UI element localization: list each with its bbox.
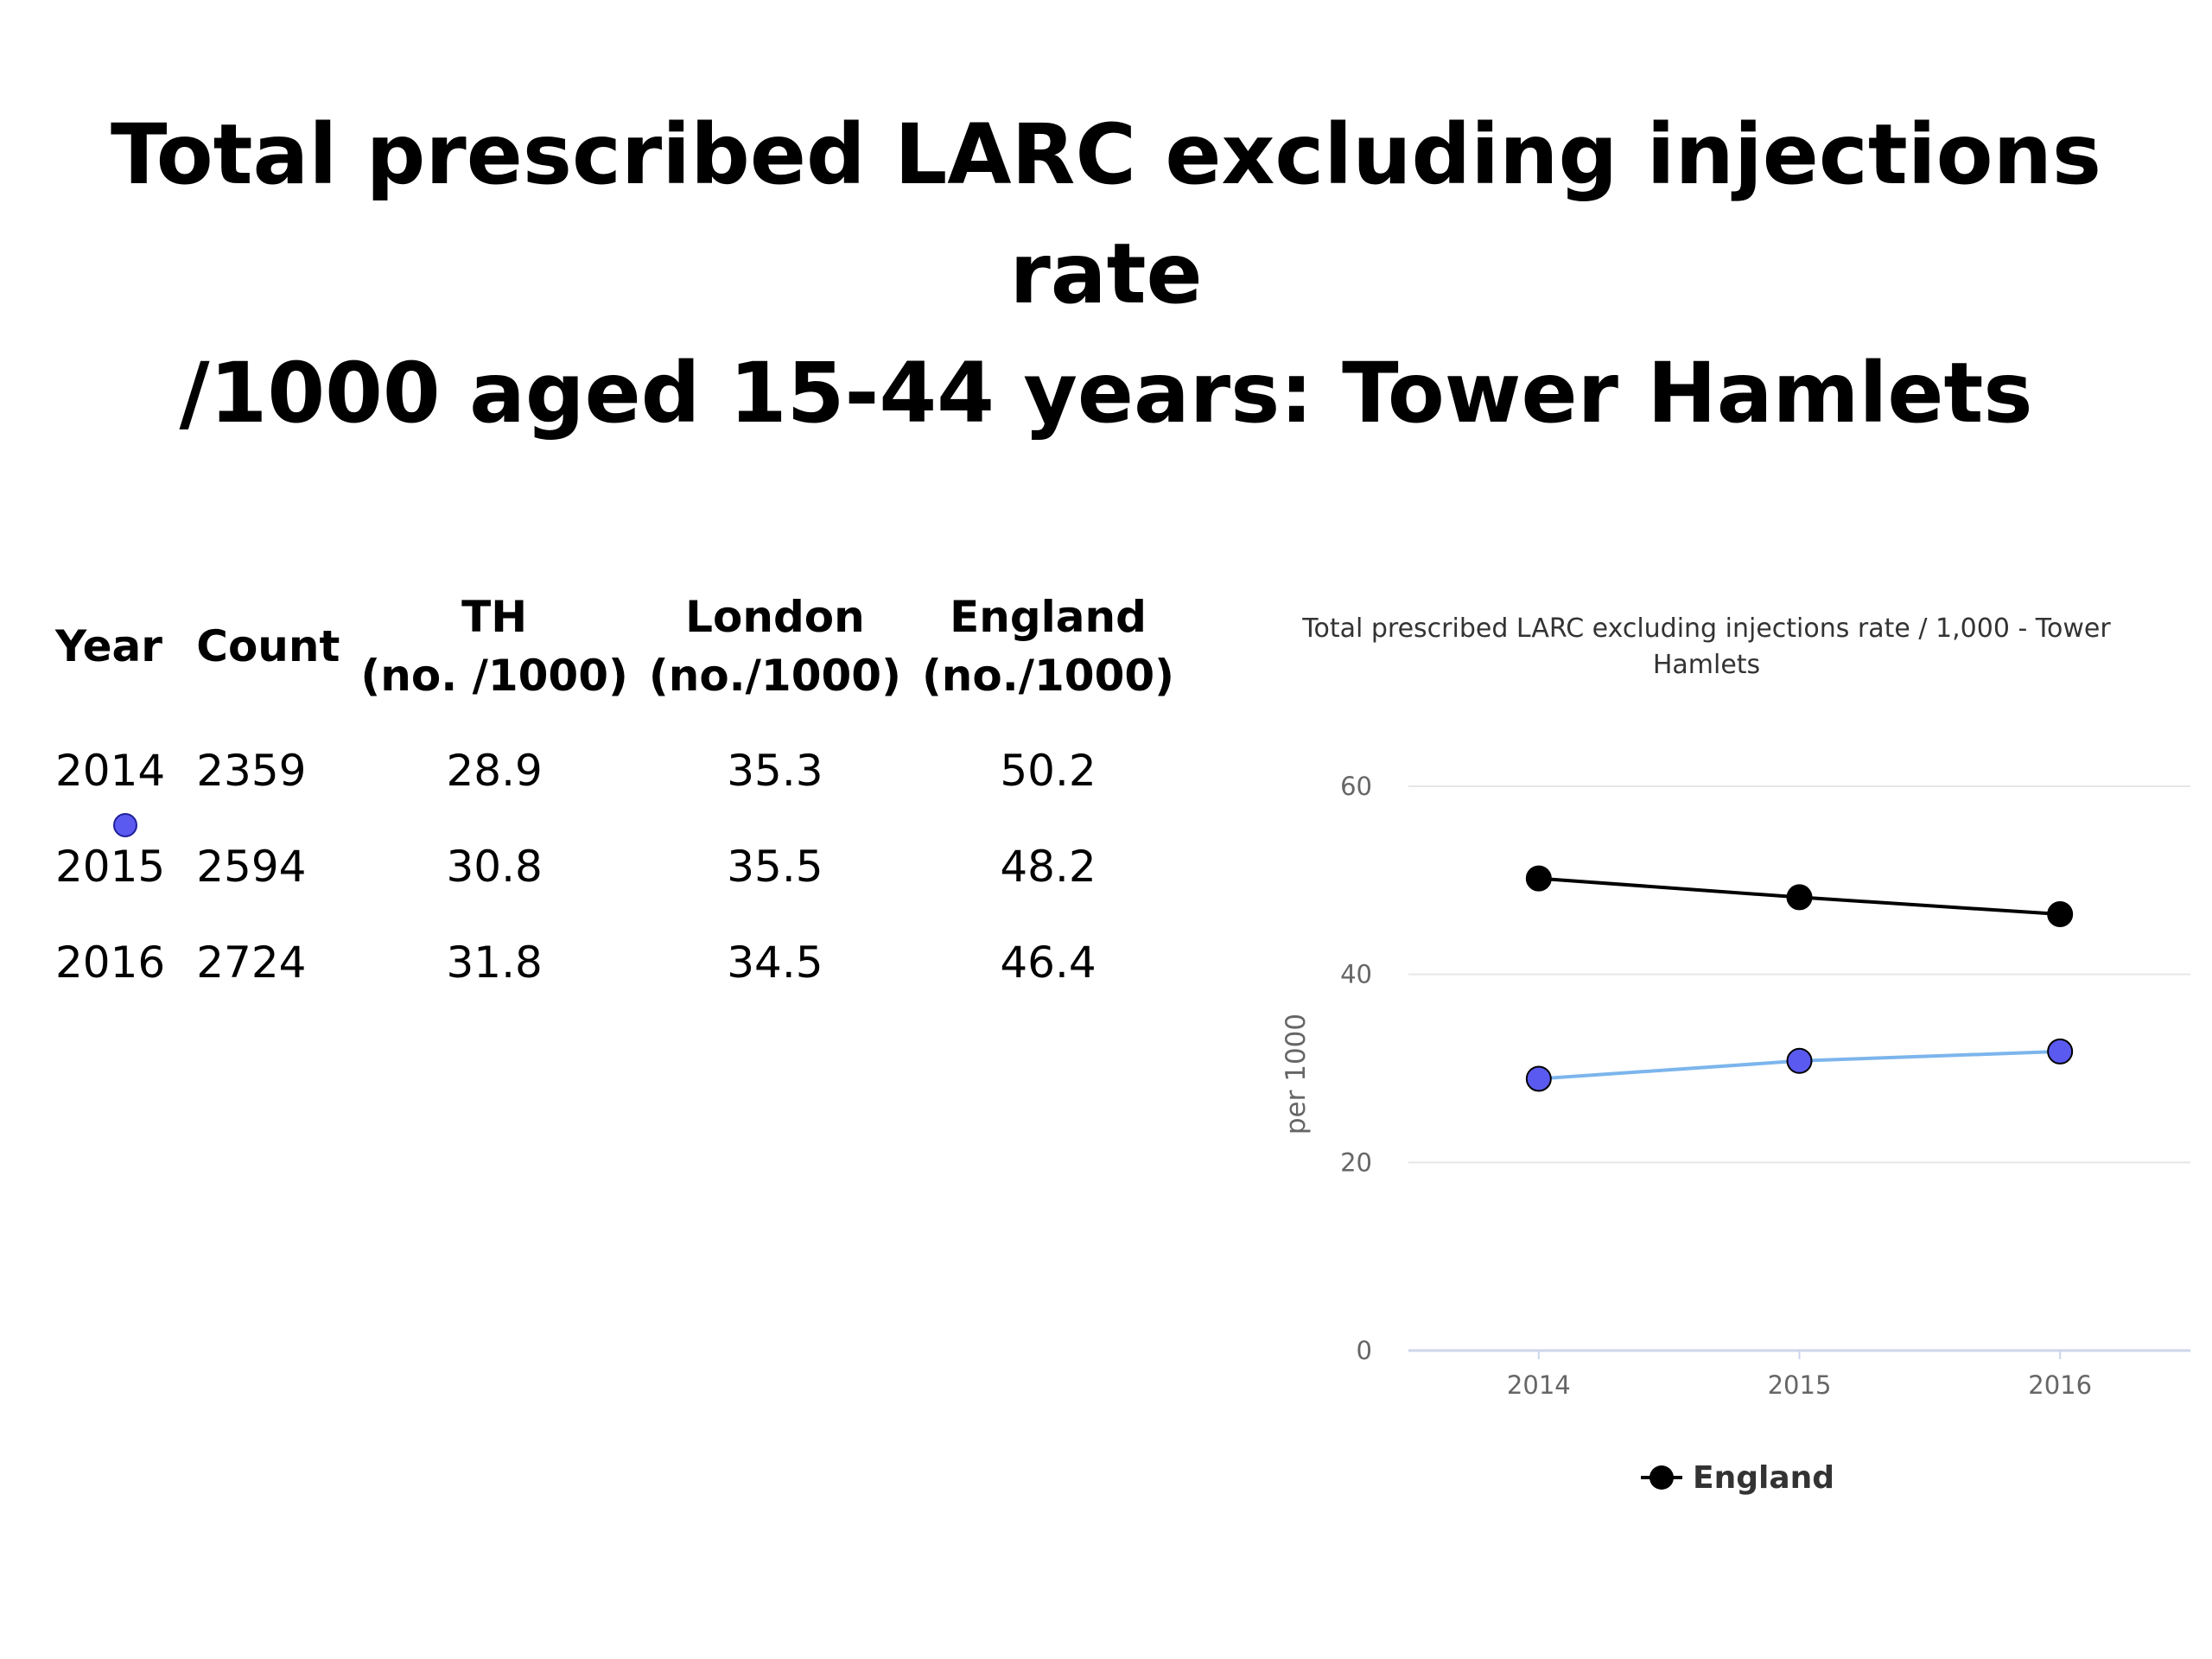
table-row: 2014 2359 28.9 35.3 50.2 [35, 722, 1185, 818]
header-count: Count [196, 621, 340, 671]
cell-th: 30.8 [446, 841, 543, 892]
y-tick-label: 40 [1340, 960, 1372, 989]
header-london-line-1: London [685, 592, 865, 642]
series-2-point [1786, 1047, 1813, 1074]
england-point [2047, 901, 2074, 928]
y-tick-label: 20 [1340, 1147, 1372, 1177]
header-london: London (no./1000) [639, 588, 912, 722]
cell-year: 2015 [55, 841, 166, 892]
header-england-line-2: (no./1000) [921, 651, 1175, 701]
table-header-row: Year Count TH (no. /1000) London (no./10… [35, 588, 1185, 722]
chart-title-line-1: Total prescribed LARC excluding injectio… [1301, 613, 2111, 644]
line-chart-svg: Total prescribed LARC excluding injectio… [1281, 613, 2190, 1496]
header-th-line-2: (no. /1000) [360, 651, 628, 701]
cell-count: 2359 [196, 745, 307, 796]
cell-england: 50.2 [1000, 745, 1096, 796]
slide-title-line-1: Total prescribed LARC excluding injectio… [110, 106, 2102, 322]
slide-title: Total prescribed LARC excluding injectio… [0, 95, 2212, 453]
cell-london: 35.5 [727, 841, 823, 892]
y-tick-label: 0 [1357, 1336, 1372, 1365]
table-row: 2015 2594 30.8 35.5 48.2 [35, 818, 1185, 914]
rates-table: Year Count TH (no. /1000) London (no./10… [35, 588, 1185, 1010]
y-tick-label: 60 [1340, 772, 1372, 801]
x-tick-label: 2016 [2028, 1370, 2092, 1400]
series-2-point [2047, 1038, 2074, 1065]
cell-england: 48.2 [1000, 841, 1096, 892]
cell-th: 28.9 [446, 745, 543, 796]
england-point [1786, 884, 1813, 911]
header-th: TH (no. /1000) [350, 588, 638, 722]
header-th-line-1: TH [461, 592, 528, 642]
cell-count: 2724 [196, 937, 307, 988]
cell-england: 46.4 [1000, 937, 1096, 988]
stray-marker-dot-icon [113, 813, 137, 837]
cell-count: 2594 [196, 841, 307, 892]
header-year: Year [55, 621, 162, 671]
series-2-point [1525, 1065, 1552, 1092]
x-tick-label: 2014 [1507, 1370, 1571, 1400]
cell-year: 2016 [55, 937, 166, 988]
header-england: England (no./1000) [912, 588, 1185, 722]
slide-title-line-2: /1000 aged 15-44 years: Tower Hamlets [179, 345, 2033, 442]
cell-london: 35.3 [727, 745, 823, 796]
x-tick-label: 2015 [1768, 1370, 1832, 1400]
header-london-line-2: (no./1000) [648, 651, 901, 701]
england-point [1525, 865, 1552, 892]
chart-title-line-2: Hamlets [1653, 650, 1760, 680]
cell-year: 2014 [55, 745, 166, 796]
legend-label: England [1693, 1460, 1834, 1496]
y-axis-title: per 1000 [1281, 1014, 1312, 1135]
line-chart: Total prescribed LARC excluding injectio… [1279, 596, 2195, 1529]
cell-th: 31.8 [446, 937, 543, 988]
cell-london: 34.5 [727, 937, 823, 988]
table-row: 2016 2724 31.8 34.5 46.4 [35, 914, 1185, 1010]
header-england-line-1: England [950, 592, 1147, 642]
legend-marker-icon [1649, 1465, 1674, 1490]
